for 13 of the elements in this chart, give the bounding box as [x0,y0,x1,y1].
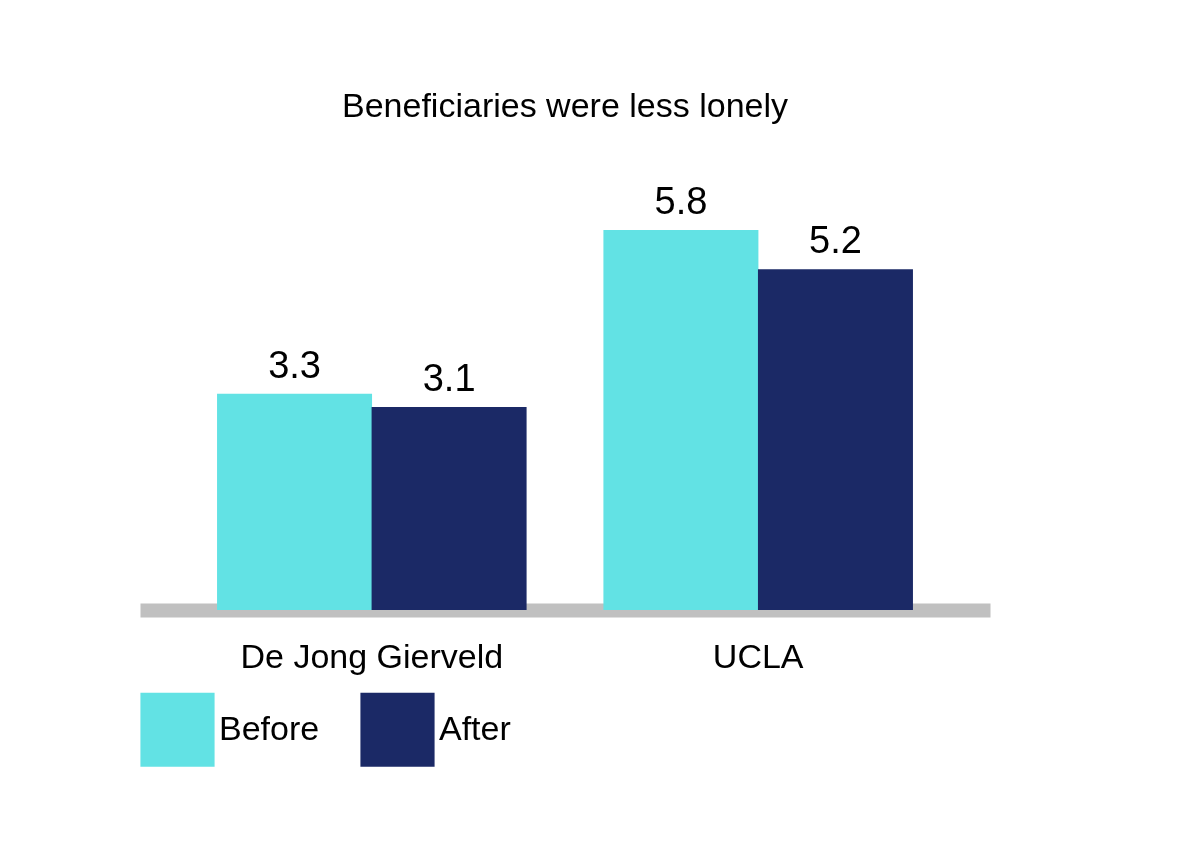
chart-title: Beneficiaries were less lonely [342,86,788,124]
data-label: 5.2 [809,219,862,262]
x-tick-label: De Jong Gierveld [240,636,504,675]
legend-label: Before [219,708,320,747]
data-label: 3.3 [268,343,321,386]
bar [603,230,759,610]
x-tick-label: UCLA [712,636,804,675]
data-label: 3.1 [422,356,476,399]
data-label: 5.8 [654,180,708,222]
bar [757,269,913,610]
legend-label: After [439,708,511,747]
bar [217,393,373,610]
bar [371,406,527,610]
